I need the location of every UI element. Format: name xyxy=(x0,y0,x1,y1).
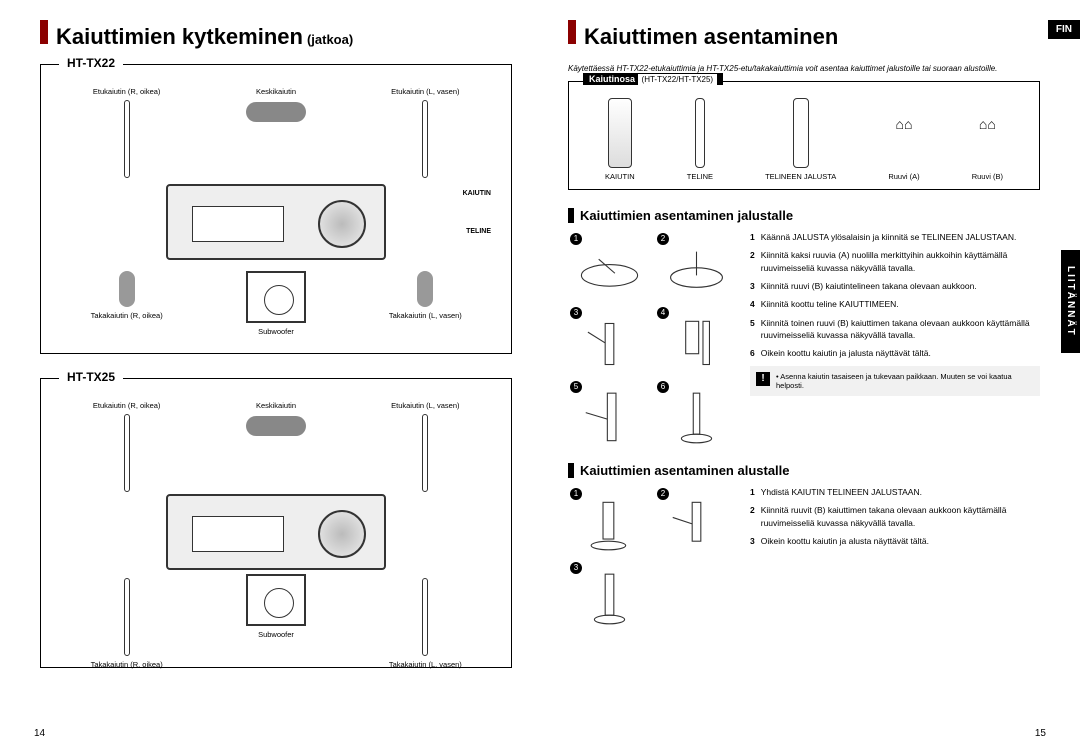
part-speaker: KAIUTIN xyxy=(605,98,635,181)
figure-grid-2: 1 2 3 xyxy=(568,486,738,630)
section-2-head: Kaiuttimien asentaminen alustalle xyxy=(568,463,1040,478)
part-stand: TELINE xyxy=(687,98,713,181)
instruction-area-2: 1 2 3 1Yhdistä KAIUTIN TELINEEN JALUSTAA… xyxy=(568,486,1040,630)
label-kaiutin: KAIUTIN xyxy=(463,190,491,197)
steps-list-1: 1Käännä JALUSTA ylösalaisin ja kiinnitä … xyxy=(750,231,1040,360)
language-badge: FIN xyxy=(1048,20,1080,39)
warning-icon: ! xyxy=(756,372,770,386)
diagram-ht-tx22: HT-TX22 Etukaiutin (R, oikea) Keskikaiut… xyxy=(40,64,512,354)
parts-box: Kaiutinosa (HT-TX22/HT-TX25) KAIUTIN TEL… xyxy=(568,81,1040,190)
subwoofer-1 xyxy=(246,271,306,323)
main-unit-2 xyxy=(166,494,386,570)
page-title-left: Kaiuttimien kytkeminen (jatkoa) xyxy=(40,20,512,50)
left-page: Kaiuttimien kytkeminen (jatkoa) HT-TX22 … xyxy=(0,0,540,753)
page-title-right: Kaiuttimen asentaminen xyxy=(568,20,1040,50)
main-unit-1 xyxy=(166,184,386,260)
right-page: FIN LIITÄNNÄT Kaiuttimen asentaminen Käy… xyxy=(540,0,1080,753)
part-screw-b: ⌂⌂Ruuvi (B) xyxy=(972,116,1003,181)
diagram-ht-tx25: HT-TX25 Etukaiutin (R, oikea) Keskikaiut… xyxy=(40,378,512,668)
title-accent xyxy=(40,20,48,44)
part-base: TELINEEN JALUSTA xyxy=(765,98,836,181)
label-teline: TELINE xyxy=(466,228,491,235)
steps-list-2: 1Yhdistä KAIUTIN TELINEEN JALUSTAAN. 2Ki… xyxy=(750,486,1040,547)
parts-title: Kaiutinosa (HT-TX22/HT-TX25) xyxy=(583,73,723,85)
intro-text: Käytettäessä HT-TX22-etukaiuttimia ja HT… xyxy=(568,64,1040,73)
page-number-left: 14 xyxy=(34,728,45,739)
side-tab: LIITÄNNÄT xyxy=(1061,250,1080,353)
box-title-1: HT-TX22 xyxy=(59,56,123,70)
title-cont: (jatkoa) xyxy=(307,32,353,47)
page-number-right: 15 xyxy=(1035,728,1046,739)
subwoofer-2 xyxy=(246,574,306,626)
title-text-2: Kaiuttimen asentaminen xyxy=(584,24,838,50)
figure-grid-1: 1 2 3 4 5 6 xyxy=(568,231,738,449)
title-accent-2 xyxy=(568,20,576,44)
speaker-grid-2: Etukaiutin (R, oikea) Keskikaiutin Etuka… xyxy=(53,397,499,653)
section-1-head: Kaiuttimien asentaminen jalustalle xyxy=(568,208,1040,223)
box-title-2: HT-TX25 xyxy=(59,370,123,384)
part-screw-a: ⌂⌂Ruuvi (A) xyxy=(888,116,919,181)
speaker-grid-1: Etukaiutin (R, oikea) Keskikaiutin Etuka… xyxy=(53,83,499,339)
instruction-area-1: 1 2 3 4 5 6 1Käännä JALUSTA ylösalaisin … xyxy=(568,231,1040,449)
title-text: Kaiuttimien kytkeminen xyxy=(56,24,303,50)
warning-box: ! • Asenna kaiutin tasaiseen ja tukevaan… xyxy=(750,366,1040,396)
